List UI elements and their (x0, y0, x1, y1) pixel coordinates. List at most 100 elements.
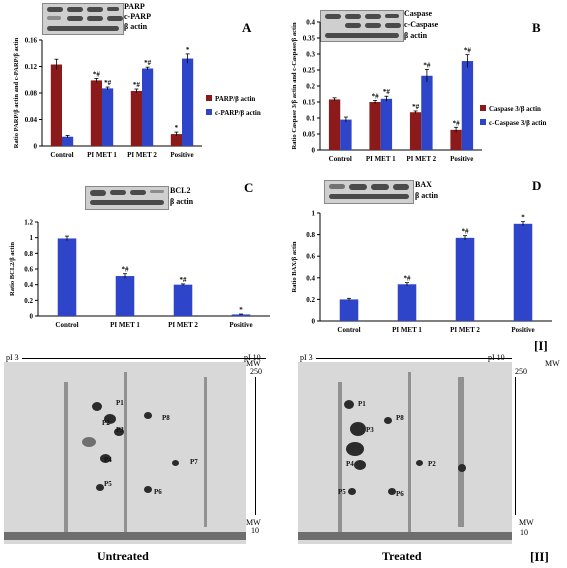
spot-label: P6 (396, 490, 404, 498)
bar (90, 80, 102, 146)
mw-value: 250 (515, 367, 527, 376)
y-tick-label: 0.4 (306, 19, 315, 27)
y-tick-label: 0.4 (24, 281, 33, 289)
chart-a: 0 0.04 0.08 0.12 0.16 Ratio PARP/β actin and … (13, 37, 261, 160)
panel-c: BCL2 β actin C 0 0.2 0.4 0.6 0.8 1 1.2 Ratio BC… (0, 180, 280, 340)
x-tick-label: Positive (229, 321, 252, 329)
gel-caption-treated: Treated (382, 549, 422, 563)
y-axis-label: Ratio Caspase 3/β actin and c-Caspase/β … (291, 22, 298, 149)
ph-right-label: pI 10 (488, 353, 505, 362)
section-label-1: [I] (534, 338, 548, 353)
chart-b: 0 0.05 0.1 0.15 0.2 0.25 0.3 0.35 0.4 Ratio Caspa… (291, 19, 546, 164)
bar (513, 223, 533, 321)
spot-label: P2 (428, 460, 436, 468)
bar (421, 75, 433, 150)
bar (340, 119, 352, 150)
x-tick-label: PI MET 1 (392, 326, 422, 334)
mw-value: 10 (251, 526, 259, 535)
x-tick-label: Control (55, 321, 78, 329)
spot-label: P5 (338, 488, 346, 496)
western-blot-a (42, 3, 124, 35)
bar (369, 102, 381, 150)
bar (380, 98, 393, 150)
significance-mark: *# (423, 61, 431, 69)
gel-caption-untreated: Untreated (97, 549, 149, 563)
mw-value: 10 (520, 528, 528, 537)
y-tick-label: 0.15 (303, 99, 316, 107)
significance-mark: * (239, 306, 243, 314)
spot-label: P1 (116, 399, 124, 407)
section-label-2: [II] (530, 549, 549, 564)
ph-left-label: pI 3 (300, 353, 313, 362)
y-axis-label: Ratio BAX/β actin (291, 241, 298, 292)
legend-label: Caspase 3/β actin (489, 105, 541, 113)
legend-swatch (206, 109, 212, 115)
y-tick-label: 0.2 (306, 83, 315, 91)
blot-label: c-PARP (124, 12, 151, 21)
panel-d: BAX β actin D 0 0.2 0.4 0.6 0.8 1 Ratio BAX/β … (282, 175, 567, 340)
bar (231, 314, 251, 316)
bar (50, 64, 62, 146)
x-tick-label: PI MET 1 (366, 155, 396, 163)
significance-mark: *# (464, 47, 472, 55)
y-tick-label: 0.25 (303, 67, 316, 75)
gel-untreated: P1 P2 P3 P4 P5 P6 P7 P8 (4, 362, 246, 544)
legend-swatch (480, 105, 486, 111)
y-tick-label: 0.12 (25, 63, 38, 71)
mw-label: MW (545, 359, 560, 368)
bar (339, 299, 359, 321)
significance-mark: *# (93, 70, 101, 78)
blot-label: PARP (124, 2, 145, 11)
legend-swatch (206, 95, 212, 101)
x-tick-label: PI MET 2 (406, 155, 436, 163)
significance-mark: * (521, 214, 525, 222)
y-tick-label: 0 (30, 313, 34, 321)
blot-label: β actin (404, 31, 428, 40)
gel-treated: P1 P2 P3 P4 P5 P6 P8 (298, 362, 512, 544)
ph-arrow (22, 358, 266, 359)
x-tick-label: PI MET 1 (87, 151, 117, 159)
blot-label: β actin (170, 197, 194, 206)
x-tick-label: Control (50, 151, 73, 159)
y-tick-label: 1 (312, 210, 316, 218)
mw-arrow (255, 377, 256, 515)
mw-label: MW (246, 518, 261, 527)
spot-label: P2 (102, 419, 110, 427)
panel-letter: D (532, 178, 542, 193)
significance-mark: *# (372, 92, 380, 100)
mw-arrow (515, 377, 516, 515)
western-blot-b (320, 10, 404, 42)
blot-label: β actin (124, 22, 148, 31)
x-tick-label: Positive (450, 155, 473, 163)
y-tick-label: 0.05 (303, 131, 316, 139)
y-tick-label: 0.4 (306, 274, 315, 282)
spot-label: P6 (154, 488, 162, 496)
spot-label: P3 (116, 426, 124, 434)
spot-label: P4 (346, 460, 354, 468)
y-axis-label: Ratio BCL2/β actin (9, 242, 16, 296)
bar (115, 276, 135, 316)
y-tick-label: 0.6 (306, 253, 315, 261)
x-tick-label: PI MET 1 (110, 321, 140, 329)
chart-c: 0 0.2 0.4 0.6 0.8 1 1.2 Ratio BCL2/β actin Contr… (9, 219, 270, 329)
bar (130, 91, 142, 146)
y-tick-label: 0.35 (303, 35, 316, 43)
significance-mark: *# (412, 103, 420, 111)
x-tick-label: PI MET 2 (127, 151, 157, 159)
significance-mark: * (186, 46, 190, 54)
significance-mark: *# (144, 59, 152, 67)
y-tick-label: 0.1 (306, 115, 315, 123)
panel-a: PARP c-PARP β actin A 0 0.04 0.08 0.12 0.16 R… (0, 0, 280, 165)
bar (170, 134, 182, 146)
x-tick-label: Control (337, 326, 360, 334)
y-tick-label: 0.8 (306, 231, 315, 239)
ph-arrow (316, 358, 512, 359)
western-blot-d (324, 180, 414, 204)
y-tick-label: 0.04 (25, 116, 38, 124)
significance-mark: *# (180, 276, 188, 284)
bar (102, 88, 114, 146)
bar (455, 237, 475, 321)
x-tick-label: PI MET 2 (168, 321, 198, 329)
bar (173, 284, 193, 316)
spot-label: P8 (162, 414, 170, 422)
